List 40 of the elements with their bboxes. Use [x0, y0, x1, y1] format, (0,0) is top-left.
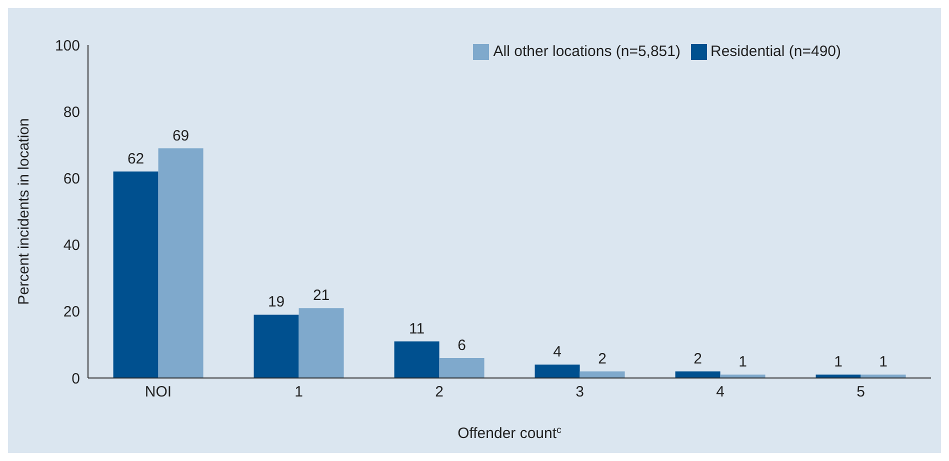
- x-tick-label: 2: [435, 384, 444, 401]
- y-tick-label: 100: [54, 37, 80, 54]
- data-label: 11: [409, 320, 425, 338]
- x-tick-label: 5: [856, 384, 865, 401]
- y-tick-label: 80: [63, 104, 80, 121]
- bar: [298, 308, 344, 378]
- x-tick-label: 3: [576, 384, 584, 401]
- data-label: 4: [553, 344, 562, 361]
- data-label: 1: [738, 354, 747, 371]
- data-label: 19: [268, 294, 285, 311]
- y-tick-label: 20: [63, 304, 80, 321]
- bar: [534, 364, 580, 378]
- data-label: 2: [598, 350, 606, 368]
- bar: [675, 371, 720, 378]
- data-label: 1: [879, 354, 888, 371]
- data-label: 21: [312, 287, 330, 304]
- data-label: 1: [834, 354, 842, 371]
- legend-label: All other locations (n=5,851): [493, 43, 680, 60]
- bar: [860, 374, 906, 378]
- data-label: 2: [694, 350, 702, 368]
- y-tick-label: 40: [63, 237, 80, 254]
- bar: [816, 374, 861, 378]
- x-axis-title: Offender count$^{c}$: [458, 424, 562, 442]
- bar: [580, 371, 625, 378]
- x-tick-label: 4: [716, 384, 724, 401]
- bar: [113, 172, 158, 378]
- data-label: 6: [458, 337, 466, 354]
- data-label: 69: [172, 127, 190, 144]
- x-tick-label: 1: [294, 384, 303, 401]
- y-tick-label: 0: [72, 370, 80, 388]
- data-label: 62: [127, 150, 144, 168]
- legend-label: Residential (n=490): [710, 43, 841, 60]
- bar: [158, 148, 204, 378]
- bar: [439, 358, 484, 378]
- x-tick-label: NOI: [144, 384, 172, 401]
- bar: [720, 374, 766, 378]
- y-axis-title: Percent incidents in location: [15, 118, 32, 305]
- y-tick-label: 60: [63, 170, 80, 188]
- bar: [394, 341, 440, 378]
- bar: [254, 314, 299, 378]
